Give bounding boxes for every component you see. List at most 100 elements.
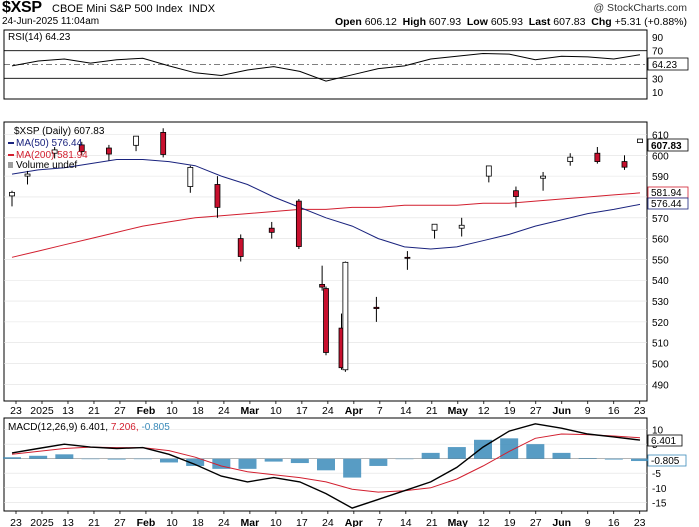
- rsi-ytick-label: 90: [652, 33, 664, 44]
- candle: [51, 146, 58, 159]
- candle: [594, 146, 601, 164]
- ma50-line: [11, 159, 641, 250]
- date-tick-label: 24: [322, 405, 334, 417]
- candle: [567, 153, 574, 166]
- date-tick-label: 10: [166, 517, 178, 527]
- candle: [9, 190, 15, 207]
- date-tick-label: Apr: [345, 517, 363, 527]
- macd-legend-signal: 7.206,: [111, 422, 139, 433]
- candle-body: [160, 132, 167, 155]
- date-tick-label: 23: [10, 405, 22, 417]
- macd-histogram-bar: [160, 458, 178, 463]
- price-ytick-label: 520: [652, 318, 669, 329]
- date-tick-label: 24: [322, 517, 334, 527]
- rsi-ytick-label: 70: [652, 47, 664, 58]
- macd-histogram-bar: [317, 458, 335, 471]
- price-ytick-label: 540: [652, 276, 669, 287]
- candle: [373, 296, 380, 322]
- candle: [78, 141, 85, 156]
- candle-body: [342, 261, 349, 371]
- hist-value-box: [647, 454, 687, 467]
- date-tick-label: 21: [88, 517, 100, 527]
- date-tick-label: 14: [400, 517, 412, 527]
- last-label: Last: [528, 16, 551, 28]
- candle: [106, 144, 112, 161]
- price-frame: [3, 121, 648, 402]
- candle: [323, 286, 329, 356]
- candle: [458, 217, 465, 237]
- last-price-box: [647, 138, 689, 152]
- date-tick-label: Feb: [137, 405, 156, 417]
- macd-histogram-bar: [552, 452, 571, 459]
- date-tick-label: Mar: [241, 405, 260, 417]
- price-panel: 490500510520530540550560570580590600610 …: [3, 121, 689, 402]
- macd-histogram-bar: [631, 458, 649, 462]
- candle-body: [187, 166, 194, 187]
- candle: [214, 176, 221, 218]
- date-tick-label: 10: [270, 405, 282, 417]
- date-tick-label: 12: [478, 405, 490, 417]
- price-legend-symbol: $XSP (Daily) 607.83: [14, 126, 105, 137]
- date-tick-label: 9: [585, 405, 591, 417]
- ma200-value-label: 581.94: [651, 188, 682, 199]
- macd-histogram-bar: [186, 458, 205, 466]
- rsi-ytick-label: 10: [652, 88, 664, 99]
- macd-histogram-bar: [81, 458, 100, 460]
- candle: [621, 155, 628, 170]
- last-value: 607.83: [553, 16, 586, 28]
- date-tick-label: 19: [504, 517, 516, 527]
- macd-value-box: [647, 434, 683, 447]
- date-tick-label: 17: [296, 405, 308, 417]
- date-tick-label: May: [448, 517, 469, 527]
- macd-legend: MACD(12,26,9) 6.401, 7.206, -0.805: [8, 422, 170, 433]
- candle-body: [594, 152, 601, 162]
- date-tick-label: 10: [166, 405, 178, 417]
- open-label: Open: [334, 16, 362, 28]
- low-value: 605.93: [490, 16, 523, 28]
- macd-ytick-label: 10: [652, 426, 664, 437]
- date-tick-label: 23: [634, 517, 646, 527]
- macd-histogram-bar: [447, 447, 466, 459]
- candle: [342, 261, 349, 372]
- hist-value-label: -0.805: [651, 456, 680, 467]
- date-tick-label: Apr: [345, 405, 363, 417]
- rsi-legend: RSI(14) 64.23: [8, 32, 71, 43]
- candle-body: [458, 224, 465, 229]
- date-tick-label: 14: [400, 405, 412, 417]
- date-tick-label: 10: [270, 517, 282, 527]
- date-tick-label: 13: [62, 405, 74, 417]
- date-tick-label: Jun: [552, 517, 571, 527]
- macd-histogram-bar: [578, 458, 597, 459]
- macd-ytick-label: -15: [652, 498, 667, 509]
- macd-histogram-bar: [604, 458, 623, 460]
- open-value: 606.12: [364, 16, 397, 28]
- macd-panel: 1050-5-10-15 MACD(12,26,9) 6.401, 7.206,…: [3, 417, 687, 512]
- price-ytick-label: 570: [652, 214, 669, 225]
- candle: [540, 171, 546, 191]
- high-label: High: [402, 16, 426, 28]
- candle: [268, 221, 275, 239]
- volume-legend-swatch: [8, 162, 13, 168]
- date-tick-label: 21: [426, 405, 438, 417]
- candle-body: [431, 223, 438, 231]
- symbol: $XSP: [2, 0, 42, 16]
- candle: [24, 170, 31, 185]
- macd-histogram-bar: [526, 444, 545, 459]
- rsi-value-label: 64.23: [652, 60, 677, 71]
- chg-value: +5.31 (+0.88%): [614, 16, 687, 28]
- candle-body: [106, 147, 112, 155]
- candle: [319, 265, 326, 291]
- date-tick-label: 16: [608, 405, 620, 417]
- candle: [404, 251, 411, 270]
- price-ytick-label: 490: [652, 380, 669, 391]
- candle-body: [133, 135, 139, 146]
- date-tick-label: 19: [504, 405, 516, 417]
- date-tick-label: 27: [530, 405, 542, 417]
- low-label: Low: [466, 16, 488, 28]
- macd-frame: [3, 417, 648, 512]
- candle: [160, 128, 167, 158]
- date-tick-label: 27: [114, 517, 126, 527]
- candle-body: [295, 200, 302, 247]
- candle: [513, 186, 519, 208]
- candle: [133, 135, 139, 152]
